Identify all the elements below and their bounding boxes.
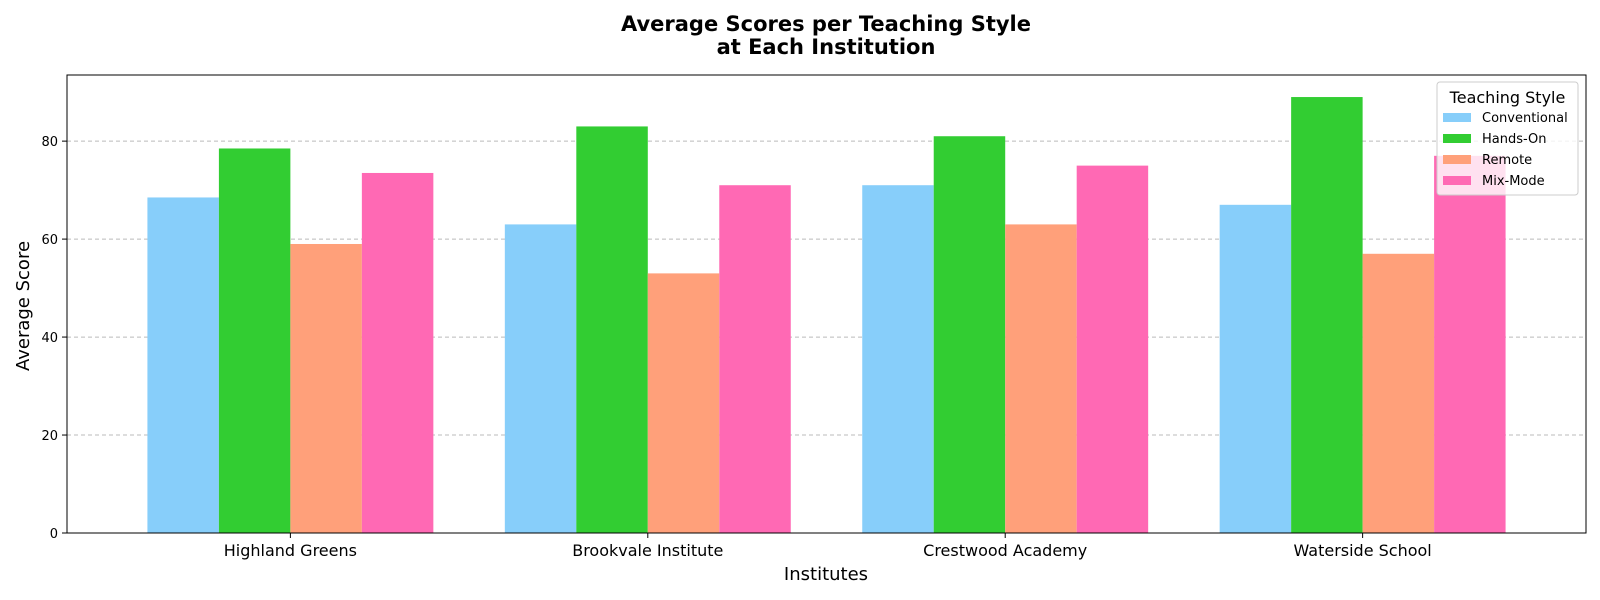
y-tick-label: 20	[41, 429, 58, 444]
legend-swatch	[1443, 155, 1471, 164]
chart-title: Average Scores per Teaching Style	[621, 12, 1031, 36]
x-axis-label: Institutes	[784, 564, 868, 585]
bar-remote	[647, 273, 720, 533]
legend-swatch	[1443, 134, 1471, 143]
bar-conventional	[862, 185, 934, 533]
bars	[147, 97, 1506, 534]
chart-subtitle: at Each Institution	[717, 35, 936, 59]
bar-remote	[290, 243, 362, 533]
y-tick-label: 60	[41, 233, 58, 248]
legend-item-label: Hands-On	[1482, 132, 1547, 147]
legend-item-label: Mix-Mode	[1482, 174, 1545, 189]
bar-conventional	[1219, 204, 1292, 533]
legend: Teaching Style Conventional Hands-On Remote…	[1436, 81, 1579, 196]
bar-hands-on	[1291, 97, 1363, 533]
y-tick-label: 80	[41, 135, 58, 150]
legend-item-label: Conventional	[1482, 111, 1568, 126]
y-tick-label: 0	[50, 527, 58, 542]
bar-remote	[1005, 224, 1077, 533]
bar-hands-on	[576, 126, 648, 533]
bar-hands-on	[933, 136, 1006, 533]
bar-conventional	[504, 224, 577, 533]
legend-swatch	[1443, 176, 1471, 185]
bar-mix-mode	[1434, 155, 1506, 533]
bar-mix-mode	[1076, 165, 1149, 534]
x-tick-label: Highland Greens	[224, 541, 357, 560]
legend-box	[1436, 81, 1579, 196]
legend-item-label: Remote	[1482, 153, 1532, 168]
plot-frame	[66, 74, 1587, 534]
legend-title: Teaching Style	[1449, 88, 1566, 107]
legend-swatch	[1443, 113, 1471, 122]
y-tick-label: 40	[41, 331, 58, 346]
y-axis-label: Average Score	[13, 241, 34, 371]
x-tick-label: Waterside School	[1293, 541, 1431, 560]
x-axis: Highland Greens Brookvale Institute Crestw…	[224, 533, 1432, 560]
x-tick-label: Crestwood Academy	[923, 541, 1087, 560]
bar-remote	[1362, 253, 1435, 533]
bar-mix-mode	[361, 172, 434, 534]
bar-conventional	[147, 197, 219, 533]
y-axis: 0 20 40 60 80	[41, 135, 67, 542]
bar-hands-on	[218, 148, 291, 533]
x-tick-label: Brookvale Institute	[572, 541, 723, 560]
bar-mix-mode	[719, 185, 791, 533]
